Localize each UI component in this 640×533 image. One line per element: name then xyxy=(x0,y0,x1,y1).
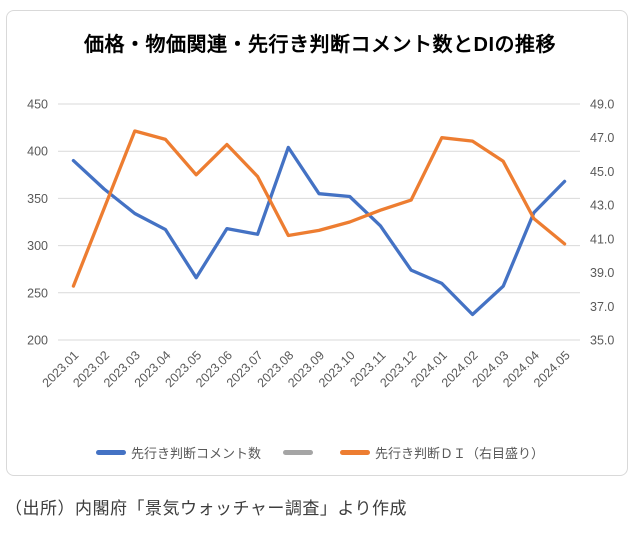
legend-item-comment-count: 先行き判断コメント数 xyxy=(95,443,261,462)
legend-swatch-di xyxy=(340,449,370,455)
right-axis-tick-label: 39.0 xyxy=(590,266,614,280)
left-axis-tick-label: 450 xyxy=(27,98,48,112)
chart-frame xyxy=(6,10,628,476)
legend-item-empty-series xyxy=(283,449,318,455)
right-axis-tick-label: 49.0 xyxy=(590,98,614,112)
right-axis-tick-label: 45.0 xyxy=(590,165,614,179)
legend-label-di: 先行き判断ＤＩ（右目盛り） xyxy=(375,445,545,461)
source-caption: （出所）内閣府「景気ウォッチャー調査」より作成 xyxy=(5,499,407,518)
series-line-di xyxy=(71,129,567,288)
legend-swatch-empty-series xyxy=(283,449,313,455)
right-axis-tick-label: 37.0 xyxy=(590,300,614,314)
left-axis-tick-label: 200 xyxy=(27,334,48,348)
series-line-comment-count xyxy=(71,145,567,317)
left-axis-tick-label: 250 xyxy=(27,286,48,300)
legend-swatch-comment-count xyxy=(95,449,126,455)
chart-title: 価格・物価関連・先行き判断コメント数とDIの推移 xyxy=(84,34,556,56)
legend-label-comment-count: 先行き判断コメント数 xyxy=(130,445,261,461)
left-axis-tick-label: 350 xyxy=(27,192,48,206)
left-axis-tick-label: 400 xyxy=(27,145,48,159)
left-axis-tick-label: 300 xyxy=(27,239,48,253)
right-axis-tick-label: 47.0 xyxy=(590,131,614,145)
right-axis-tick-label: 43.0 xyxy=(590,199,614,213)
chart-legend: 先行き判断コメント数 先行き判断ＤＩ（右目盛り） xyxy=(0,441,640,463)
right-axis-tick-label: 35.0 xyxy=(590,334,614,348)
legend-item-di: 先行き判断ＤＩ（右目盛り） xyxy=(340,443,544,462)
right-axis-tick-label: 41.0 xyxy=(590,232,614,246)
